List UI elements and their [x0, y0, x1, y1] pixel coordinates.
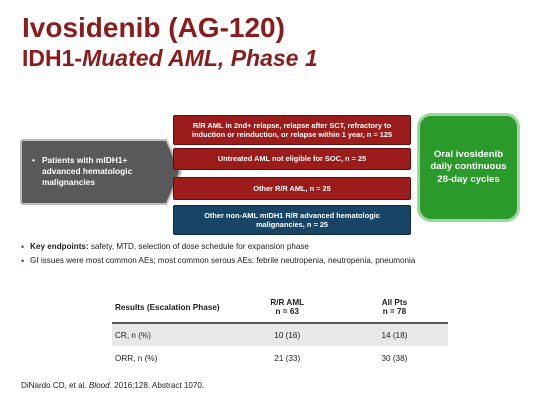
cohort-text-4: Other non-AML mIDH1 R/R advanced hematol… [204, 210, 380, 230]
cohort-text-1: R/R AML in 2nd+ relapse, relapse after S… [191, 120, 393, 140]
cohort-box-4: Other non-AML mIDH1 R/R advanced hematol… [173, 205, 411, 235]
header-all-pts: All Pts n = 78 [340, 292, 448, 324]
cohort-text-2: Untreated AML not eligible for SOC, n = … [217, 154, 367, 164]
bullet-icon: • [21, 256, 25, 266]
table-row: CR, n (%) 10 (16) 14 (18) [112, 323, 448, 347]
header-label: Results (Escalation Phase) [112, 292, 234, 324]
endpoint-item: • Key endpoints: safety, MTD, selection … [21, 242, 309, 252]
endpoints-list: • Key endpoints: safety, MTD, selection … [21, 240, 415, 268]
table-header-row: Results (Escalation Phase) R/R AML n = 6… [112, 292, 448, 324]
cohort-box-2: Untreated AML not eligible for SOC, n = … [173, 148, 411, 170]
cohort-box-1: R/R AML in 2nd+ relapse, relapse after S… [173, 115, 411, 145]
cohort-text-3: Other R/R AML, n = 25 [253, 183, 331, 193]
citation: DiNardo CD, et al. Blood. 2016;128. Abst… [21, 381, 205, 390]
population-text: Patients with mIDH1+ advanced hematologi… [41, 155, 133, 187]
bullet-icon: • [32, 155, 35, 165]
treatment-line-3: 28-day cycles [437, 173, 500, 185]
title-indication: IDH1-Muated AML, Phase 1 [22, 45, 318, 71]
table-row: ORR, n (%) 21 (33) 30 (38) [112, 346, 448, 370]
treatment-box: Oral ivosidenib daily continuous 28-day … [417, 113, 520, 222]
header-rr-aml: R/R AML n = 63 [233, 292, 341, 324]
slide-title: Ivosidenib (AG-120) IDH1-Muated AML, Pha… [22, 12, 318, 72]
bullet-icon: • [21, 242, 25, 252]
population-box: • Patients with mIDH1+ advanced hematolo… [20, 139, 168, 205]
results-table: Results (Escalation Phase) R/R AML n = 6… [112, 292, 448, 370]
treatment-line-1: Oral ivosidenib [433, 148, 504, 160]
cohort-box-3: Other R/R AML, n = 25 [173, 177, 411, 200]
title-drug: Ivosidenib (AG-120) [22, 12, 285, 43]
treatment-line-2: daily continuous [430, 161, 507, 173]
endpoint-item: • GI issues were most common AEs; most c… [21, 256, 416, 266]
